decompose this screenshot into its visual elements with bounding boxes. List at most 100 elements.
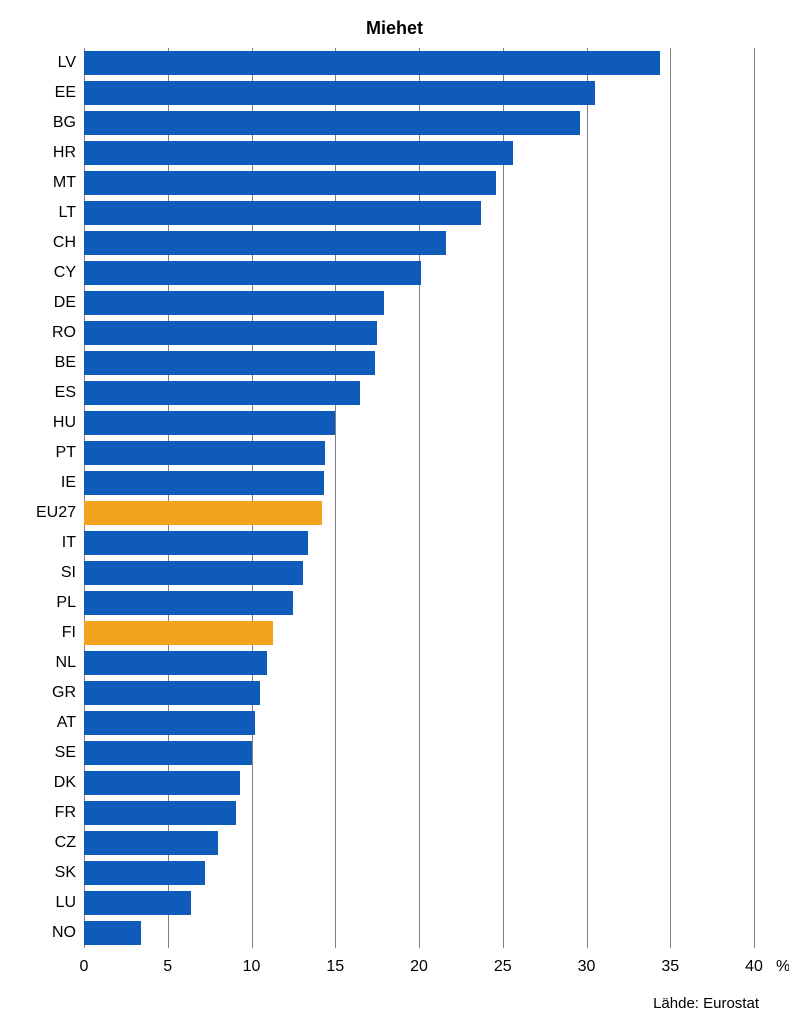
bar-row: NL (84, 648, 754, 678)
bar-label: ES (14, 378, 76, 408)
bar-label: HU (14, 408, 76, 438)
x-tick-label: 40 (745, 958, 763, 976)
bar-label: FI (14, 618, 76, 648)
bar (84, 471, 324, 496)
bar-row: NO (84, 918, 754, 948)
bar (84, 351, 375, 376)
bar (84, 141, 513, 166)
bar (84, 831, 218, 856)
bar-label: SK (14, 858, 76, 888)
bar (84, 231, 446, 256)
bar-label: CY (14, 258, 76, 288)
bar-label: BG (14, 108, 76, 138)
bar-label: GR (14, 678, 76, 708)
bar-label: IE (14, 468, 76, 498)
bar (84, 531, 308, 556)
bar-row: GR (84, 678, 754, 708)
bar (84, 81, 595, 106)
bar (84, 501, 322, 526)
bar-row: IE (84, 468, 754, 498)
bar (84, 261, 421, 286)
bar-label: CH (14, 228, 76, 258)
bar-label: SE (14, 738, 76, 768)
bar-row: AT (84, 708, 754, 738)
bar-row: SE (84, 738, 754, 768)
x-tick-label: 25 (494, 958, 512, 976)
bar-label: CZ (14, 828, 76, 858)
bar (84, 171, 496, 196)
bar-label: HR (14, 138, 76, 168)
x-unit-label: % (776, 958, 789, 976)
bar (84, 861, 205, 886)
x-tick-label: 10 (243, 958, 261, 976)
bar-row: SK (84, 858, 754, 888)
bar-row: DK (84, 768, 754, 798)
bar (84, 381, 360, 406)
bar-label: AT (14, 708, 76, 738)
x-tick-label: 35 (661, 958, 679, 976)
bar-row: DE (84, 288, 754, 318)
bar (84, 921, 141, 946)
bar-row: HU (84, 408, 754, 438)
bar-label: LT (14, 198, 76, 228)
bar (84, 621, 273, 646)
bar (84, 741, 252, 766)
bar-label: IT (14, 528, 76, 558)
bar-label: DK (14, 768, 76, 798)
bar-row: FI (84, 618, 754, 648)
bar-label: RO (14, 318, 76, 348)
bar (84, 561, 303, 586)
bar-label: PL (14, 588, 76, 618)
x-tick-label: 5 (163, 958, 172, 976)
bar-row: ES (84, 378, 754, 408)
bar-label: MT (14, 168, 76, 198)
x-tick-label: 15 (326, 958, 344, 976)
bar-label: FR (14, 798, 76, 828)
bar-row: EU27 (84, 498, 754, 528)
bar-row: LT (84, 198, 754, 228)
bar (84, 681, 260, 706)
bar-row: LV (84, 48, 754, 78)
bar (84, 201, 481, 226)
bar-row: FR (84, 798, 754, 828)
gridline (754, 48, 755, 948)
bar-label: SI (14, 558, 76, 588)
bar-row: PT (84, 438, 754, 468)
bar-label: EU27 (14, 498, 76, 528)
x-tick-label: 20 (410, 958, 428, 976)
bar (84, 321, 377, 346)
bar-row: CY (84, 258, 754, 288)
bar-row: PL (84, 588, 754, 618)
plot-area: LVEEBGHRMTLTCHCYDEROBEESHUPTIEEU27ITSIPL… (84, 48, 754, 948)
bar (84, 411, 335, 436)
source-label: Lähde: Eurostat (653, 995, 759, 1012)
bar-label: NO (14, 918, 76, 948)
bar (84, 891, 191, 916)
bar-label: EE (14, 78, 76, 108)
bar-label: DE (14, 288, 76, 318)
chart-container: Miehet LVEEBGHRMTLTCHCYDEROBEESHUPTIEEU2… (0, 0, 789, 1024)
bar-row: SI (84, 558, 754, 588)
chart-title: Miehet (0, 18, 789, 39)
bar-row: BG (84, 108, 754, 138)
bar-row: MT (84, 168, 754, 198)
bar (84, 711, 255, 736)
bar-label: LV (14, 48, 76, 78)
bar-row: LU (84, 888, 754, 918)
bar (84, 111, 580, 136)
x-tick-label: 0 (80, 958, 89, 976)
bar (84, 441, 325, 466)
bar (84, 651, 267, 676)
bar-label: NL (14, 648, 76, 678)
bar (84, 801, 236, 826)
bar-label: BE (14, 348, 76, 378)
bar-row: CZ (84, 828, 754, 858)
bar-row: CH (84, 228, 754, 258)
bar-row: IT (84, 528, 754, 558)
bar (84, 591, 293, 616)
bar (84, 51, 660, 76)
bar (84, 771, 240, 796)
bar-row: BE (84, 348, 754, 378)
bar-row: RO (84, 318, 754, 348)
bar-row: EE (84, 78, 754, 108)
